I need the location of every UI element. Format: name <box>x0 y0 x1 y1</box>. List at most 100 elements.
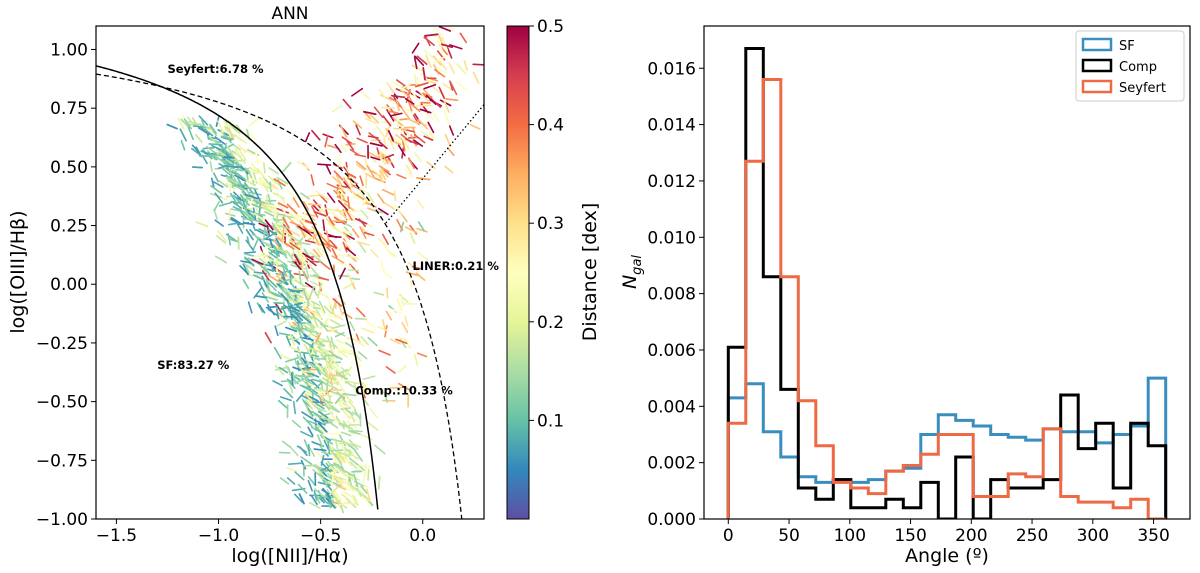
vector-arrow <box>229 181 232 193</box>
vector-arrow <box>320 461 332 473</box>
vector-arrow <box>422 88 434 100</box>
legend-swatch <box>1081 37 1113 52</box>
vector-arrow <box>302 226 312 234</box>
vector-arrow <box>381 188 395 196</box>
vector-arrow <box>268 238 275 250</box>
vector-arrow <box>195 221 209 228</box>
vector-arrow <box>353 473 359 488</box>
vector-arrow <box>294 350 309 355</box>
y-tick-label: 0.006 <box>647 341 696 361</box>
vector-arrow <box>326 182 340 190</box>
vector-arrow <box>313 361 323 370</box>
vector-arrow <box>302 252 314 261</box>
vector-arrow <box>409 232 416 244</box>
vector-arrow <box>370 249 379 258</box>
vector-arrow <box>251 203 263 209</box>
vector-arrow <box>378 349 391 356</box>
vector-arrow <box>267 175 280 186</box>
vector-arrow <box>296 445 308 453</box>
vector-arrow <box>213 172 219 183</box>
vector-arrow <box>307 193 322 198</box>
vector-arrow <box>327 463 339 467</box>
vector-arrow <box>287 379 294 394</box>
vector-arrow <box>300 192 310 200</box>
vector-arrow <box>333 170 344 181</box>
vector-arrow <box>301 339 314 348</box>
legend-swatch <box>1081 79 1113 94</box>
vector-arrow <box>346 187 357 195</box>
vector-arrow <box>329 373 333 385</box>
vector-arrow <box>183 118 192 130</box>
vector-arrow <box>360 485 368 495</box>
y-tick-label: 0.004 <box>647 397 696 417</box>
vector-arrow <box>214 192 224 204</box>
vector-arrow <box>406 117 419 125</box>
vector-arrow <box>340 366 352 377</box>
vector-arrow <box>423 49 434 59</box>
vector-arrow <box>343 226 353 236</box>
vector-arrow <box>322 219 326 232</box>
vector-arrow <box>341 239 351 249</box>
vector-arrow <box>381 153 389 165</box>
vector-arrow <box>194 133 203 143</box>
vector-arrow <box>343 407 354 416</box>
vector-arrow <box>316 450 324 461</box>
y-tick-label: 0.010 <box>647 228 696 248</box>
vector-arrow <box>367 336 378 347</box>
vector-arrow <box>422 67 426 81</box>
vector-arrow <box>351 470 363 473</box>
vector-arrow <box>274 325 279 337</box>
region-label: Seyfert:6.78 % <box>167 62 264 76</box>
vector-arrow <box>187 126 194 141</box>
vector-arrow <box>446 47 453 59</box>
vector-arrow <box>369 142 383 147</box>
vector-arrow <box>293 493 304 504</box>
vector-arrow <box>336 184 349 189</box>
vector-arrow <box>384 324 388 338</box>
vector-arrow <box>417 200 425 209</box>
colorbar-tick-label: 0.5 <box>537 17 564 37</box>
vector-arrow <box>293 301 306 306</box>
vector-arrow <box>233 194 243 206</box>
vector-arrow <box>289 270 292 285</box>
vector-arrow <box>321 241 331 248</box>
vector-arrow <box>345 247 357 257</box>
vector-arrow <box>297 346 303 360</box>
vector-arrow <box>261 241 274 247</box>
vector-arrow <box>444 134 452 147</box>
vector-arrow <box>325 321 335 333</box>
vector-arrow <box>265 290 277 298</box>
vector-arrow <box>325 230 330 244</box>
vector-arrow <box>300 430 314 438</box>
vector-arrow <box>380 390 391 397</box>
vector-arrow <box>241 197 247 209</box>
vector-arrow <box>384 245 393 258</box>
vector-arrow <box>342 241 348 253</box>
vector-arrow <box>319 317 330 330</box>
vector-arrow <box>192 166 203 169</box>
vector-arrow <box>286 297 297 304</box>
vector-arrow <box>376 325 389 332</box>
vector-arrow <box>282 162 292 173</box>
vector-arrow <box>274 302 283 314</box>
vector-arrow <box>346 502 358 505</box>
vector-arrow <box>313 381 324 391</box>
y-axis-ticks: −1.00 −0.75 −0.50 −0.25 0.00 0.25 0.50 0.75 1.00 <box>36 40 96 530</box>
vector-arrow <box>353 495 359 507</box>
vector-arrow <box>201 154 208 165</box>
vector-arrow <box>256 302 264 313</box>
vector-arrow <box>230 216 243 226</box>
vector-arrow <box>370 156 381 161</box>
vector-arrow <box>308 395 319 402</box>
x-tick-label: 0.0 <box>409 526 436 546</box>
vector-arrow <box>228 124 240 134</box>
vector-arrow <box>369 407 379 419</box>
vector-arrow <box>262 252 272 262</box>
vector-arrow <box>313 448 327 452</box>
vector-arrow <box>243 262 255 272</box>
vector-arrow <box>323 207 338 212</box>
vector-arrow <box>359 175 364 187</box>
vector-arrow <box>316 247 324 258</box>
vector-arrow <box>278 282 289 293</box>
vector-arrow <box>292 197 300 208</box>
